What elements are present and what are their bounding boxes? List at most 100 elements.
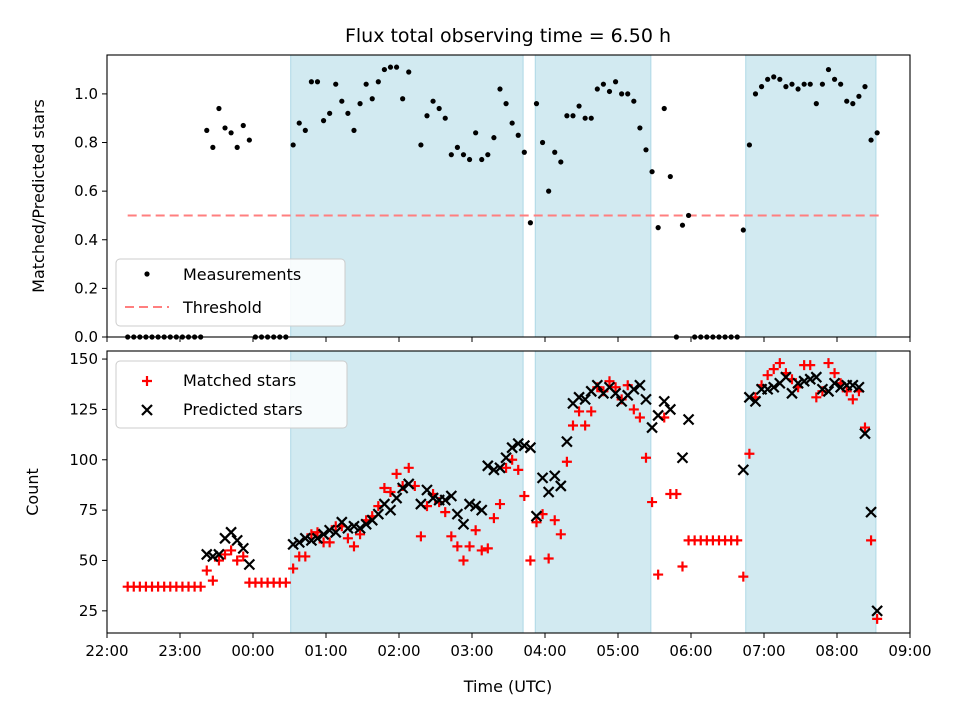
bottom-series-1-point <box>293 536 306 549</box>
top-series-0-point <box>655 225 661 231</box>
top-series-0-point <box>375 79 381 85</box>
bottom-series-1-point <box>360 518 372 531</box>
bottom-series-0-point <box>610 382 621 393</box>
bottom-series-1-point <box>415 498 427 510</box>
bottom-series-0-point <box>446 531 457 542</box>
top-series-0-point <box>649 169 655 175</box>
bottom-series-0-point <box>415 531 426 542</box>
legend-matched-label: Matched stars <box>183 371 296 390</box>
top-series-0-point <box>631 98 637 104</box>
x-tick-label: 22:00 <box>85 642 128 660</box>
top-series-0-point <box>533 101 540 107</box>
x-tick-label: 00:00 <box>231 642 274 660</box>
bottom-series-1-point <box>237 542 250 555</box>
bottom-series-0-point <box>774 358 785 369</box>
bottom-series-0-point <box>567 420 578 431</box>
bottom-y-tick-label: 150 <box>69 350 98 368</box>
top-series-0-point <box>643 147 649 153</box>
bottom-series-0-point <box>847 394 858 405</box>
top-series-0-point <box>661 105 667 112</box>
bottom-series-1-point <box>828 377 841 390</box>
x-tick-label: 07:00 <box>742 642 785 660</box>
top-good-interval-2 <box>745 54 877 338</box>
bottom-series-0-point <box>226 545 237 556</box>
bottom-series-1-point <box>494 462 506 474</box>
top-series-0-point <box>874 130 880 136</box>
top-series-0-point <box>679 222 686 228</box>
top-series-0-point <box>210 144 216 150</box>
top-series-0-point <box>485 152 491 158</box>
top-series-0-point <box>509 120 515 126</box>
bottom-series-0-point <box>574 406 585 417</box>
top-series-0-point <box>606 88 613 95</box>
bottom-series-1-point <box>555 480 567 492</box>
bottom-axes-frame <box>106 350 911 634</box>
x-tick-label: 23:00 <box>158 642 201 660</box>
bottom-series-0-point <box>531 517 542 528</box>
bottom-good-interval-2 <box>745 350 877 634</box>
bottom-series-0-point <box>385 487 396 497</box>
bottom-series-0-point <box>634 412 645 423</box>
bottom-series-1-point <box>628 383 640 396</box>
top-series-0-point <box>448 152 454 158</box>
bottom-series-0-point <box>738 571 749 582</box>
bottom-series-1-point <box>457 518 470 531</box>
bottom-series-1-point <box>579 393 591 406</box>
bottom-series-0-point <box>561 456 572 467</box>
top-series-0-point <box>777 76 783 82</box>
bottom-series-1-point <box>524 441 537 454</box>
bottom-series-0-point <box>604 376 615 387</box>
bottom-series-0-point <box>482 543 493 554</box>
top-series-0-point <box>838 81 844 87</box>
bottom-series-1-point <box>548 470 561 482</box>
bottom-series-1-point <box>451 508 464 520</box>
bottom-series-1-point <box>676 451 689 464</box>
top-series-0-point <box>240 122 246 129</box>
top-panel: 0.0 0.2 0.4 0.6 0.8 1.0 Matched/Predicted star… <box>29 54 911 346</box>
top-series-0-point <box>552 149 558 155</box>
top-series-0-point <box>314 79 321 85</box>
top-series-0-point <box>204 127 210 133</box>
top-series-0-point <box>825 66 832 73</box>
top-series-0-point <box>588 115 594 121</box>
top-series-0-point <box>320 118 327 124</box>
bottom-series-0-point <box>829 368 840 379</box>
top-series-0-point <box>625 91 631 97</box>
bottom-series-1-point <box>786 387 798 400</box>
top-series-0-point <box>582 115 588 121</box>
bottom-series-1-point <box>439 494 452 506</box>
top-series-0-point <box>497 86 503 92</box>
top-series-0-point <box>813 101 819 107</box>
bottom-series-1-point <box>354 522 366 535</box>
bottom-series-1-point <box>311 532 324 545</box>
bottom-series-0-point <box>525 555 536 566</box>
bottom-series-0-point <box>732 535 743 546</box>
top-series-0-point <box>296 120 302 126</box>
top-series-0-point <box>406 69 412 75</box>
bottom-y-axis-label: Count <box>23 468 42 516</box>
top-series-0-point <box>308 79 314 85</box>
bottom-series-0-point <box>348 541 359 552</box>
bottom-series-0-point <box>458 555 469 566</box>
bottom-series-0-point <box>280 577 291 588</box>
x-tick-label: 09:00 <box>888 642 931 660</box>
top-series-0-point <box>393 64 400 70</box>
bottom-series-1-point <box>853 381 865 394</box>
bottom-series-1-point <box>402 478 415 490</box>
bottom-series-0-point <box>744 448 755 459</box>
top-series-0-point <box>333 81 339 87</box>
top-series-0-point <box>685 212 692 219</box>
bottom-series-1-point <box>536 472 549 484</box>
top-series-0-point <box>594 86 600 92</box>
bottom-series-1-point <box>329 526 342 539</box>
top-series-0-point <box>521 149 527 155</box>
bottom-series-0-point <box>464 541 475 552</box>
bottom-series-0-point <box>647 497 658 508</box>
top-series-0-point <box>222 125 228 131</box>
top-series-0-point <box>783 84 789 90</box>
top-series-0-point <box>862 84 868 90</box>
bottom-series-0-point <box>300 551 311 562</box>
top-series-0-point <box>424 113 430 119</box>
bottom-series-0-point <box>555 529 566 540</box>
top-series-0-point <box>850 101 856 107</box>
